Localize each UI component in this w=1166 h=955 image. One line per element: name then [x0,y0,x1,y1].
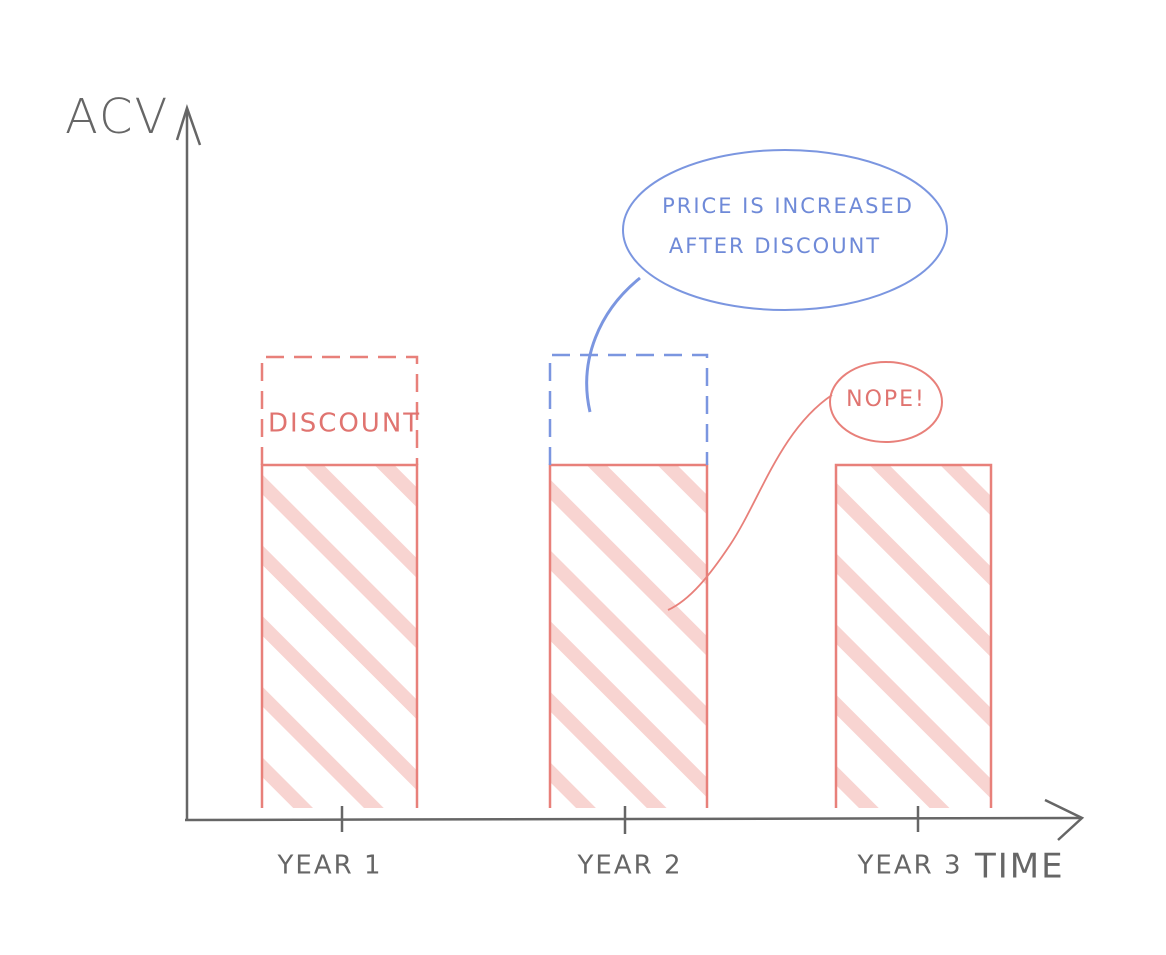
x-axis-label: TIME [974,847,1065,887]
x-tick-label: YEAR 1 [277,851,383,881]
discount-box [260,355,419,465]
bar [548,463,709,808]
bar-group [260,463,993,808]
y-axis-label: ACV [65,89,169,145]
callout-pointer [585,276,641,413]
callout-bubble [829,361,943,443]
x-tick-label: YEAR 3 [857,851,963,881]
bar [834,463,993,808]
callout-text: AFTER DISCOUNT [669,234,881,258]
x-tick-label: YEAR 2 [577,851,683,881]
bar-fill [836,465,991,808]
callout-text: NOPE! [846,387,926,412]
callout-pointer [667,394,833,611]
x-axis [184,816,1081,822]
y-axis-arrow [175,104,202,146]
bar-fill [262,465,417,808]
bar [260,463,419,808]
x-axis-arrow [1044,798,1085,841]
callout-text: PRICE IS INCREASED [662,194,914,218]
discount-label: DISCOUNT [268,409,421,439]
bar-fill [550,465,707,808]
increase-box [548,353,709,465]
callout-bubble [622,149,948,311]
